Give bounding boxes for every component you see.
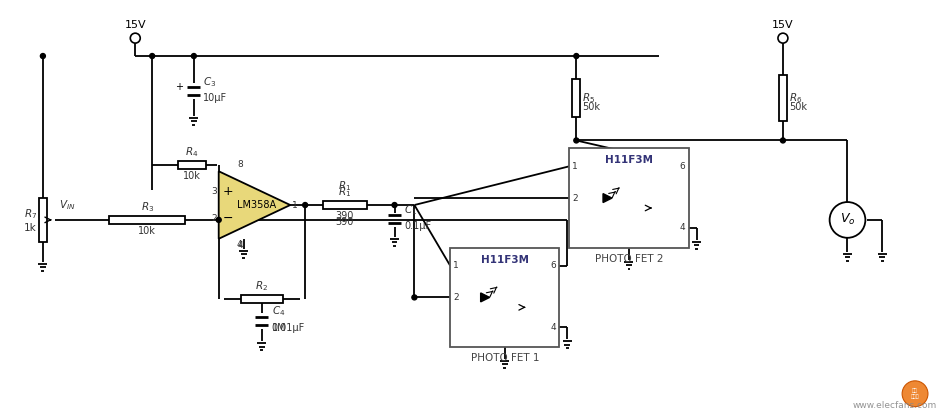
Text: 10k: 10k [183,171,201,181]
Text: 0.1μF: 0.1μF [404,221,431,231]
Circle shape [191,53,196,58]
Text: 15V: 15V [124,20,146,30]
Text: 4: 4 [238,241,244,250]
Circle shape [778,33,788,43]
Text: −: − [223,212,233,225]
Text: 50k: 50k [582,102,600,112]
Polygon shape [603,193,612,203]
Bar [241,295,283,303]
Text: 1: 1 [453,261,459,270]
Text: 3: 3 [211,187,217,196]
Bar [573,79,580,117]
Bar [323,201,367,209]
Text: 2: 2 [453,293,459,302]
Circle shape [780,138,785,143]
Text: 0.01μF: 0.01μF [271,323,304,333]
Text: H11F3M: H11F3M [481,255,529,265]
Text: www.elecfans.com: www.elecfans.com [852,401,937,409]
Text: +: + [175,82,184,92]
Text: 2: 2 [573,193,578,203]
Text: $C_{1}$: $C_{1}$ [404,203,417,217]
Bar [178,161,206,169]
Text: $R_{2}$: $R_{2}$ [255,279,268,294]
Text: $V_{IN}$: $V_{IN}$ [59,198,75,212]
Bar [109,216,186,224]
Text: $R_7$
1k: $R_7$ 1k [24,207,37,233]
Text: $R_{6}$: $R_{6}$ [789,91,802,105]
Bar [39,198,46,242]
Text: 4: 4 [236,240,242,249]
Text: 6: 6 [551,261,556,270]
Text: 15V: 15V [772,20,793,30]
Polygon shape [481,293,489,302]
Bar [450,248,559,347]
Text: 4: 4 [551,323,556,332]
Text: PHOTO FET 2: PHOTO FET 2 [594,254,664,264]
Circle shape [150,53,155,58]
Circle shape [902,381,928,407]
Text: +: + [223,185,233,198]
Text: $R_{3}$: $R_{3}$ [140,200,154,214]
Text: 4: 4 [680,224,685,232]
Circle shape [574,138,579,143]
Bar [570,148,688,248]
Text: PHOTO FET 1: PHOTO FET 1 [470,353,539,363]
Text: $R_{4}$: $R_{4}$ [185,146,198,159]
Text: 1: 1 [573,162,578,171]
Circle shape [412,295,417,300]
Text: 1: 1 [292,201,298,209]
Text: 电子
发烧友: 电子 发烧友 [911,388,920,399]
Circle shape [574,53,579,58]
Text: $R_1$: $R_1$ [338,179,352,193]
Circle shape [302,203,307,208]
Text: 1M: 1M [272,323,286,333]
Text: $R_{1}$: $R_{1}$ [338,185,352,199]
Circle shape [830,202,866,238]
Text: 2: 2 [211,214,217,223]
Text: 6: 6 [680,162,685,171]
Text: 10k: 10k [138,226,156,236]
Text: $C_{4}$: $C_{4}$ [272,304,285,318]
Polygon shape [219,171,290,239]
Circle shape [392,203,397,208]
Text: H11F3M: H11F3M [605,156,653,166]
Text: 8: 8 [238,160,244,169]
Circle shape [216,217,221,222]
Text: $C_{3}$: $C_{3}$ [203,75,217,89]
Text: 390: 390 [336,211,354,221]
Text: LM358A: LM358A [237,200,276,210]
Circle shape [41,53,46,58]
Bar [779,75,787,121]
Text: 390: 390 [336,217,354,227]
Text: 50k: 50k [789,102,807,112]
Circle shape [130,33,140,43]
Text: 10μF: 10μF [203,93,228,103]
Text: $V_o$: $V_o$ [840,212,855,227]
Text: $R_{5}$: $R_{5}$ [582,91,595,105]
